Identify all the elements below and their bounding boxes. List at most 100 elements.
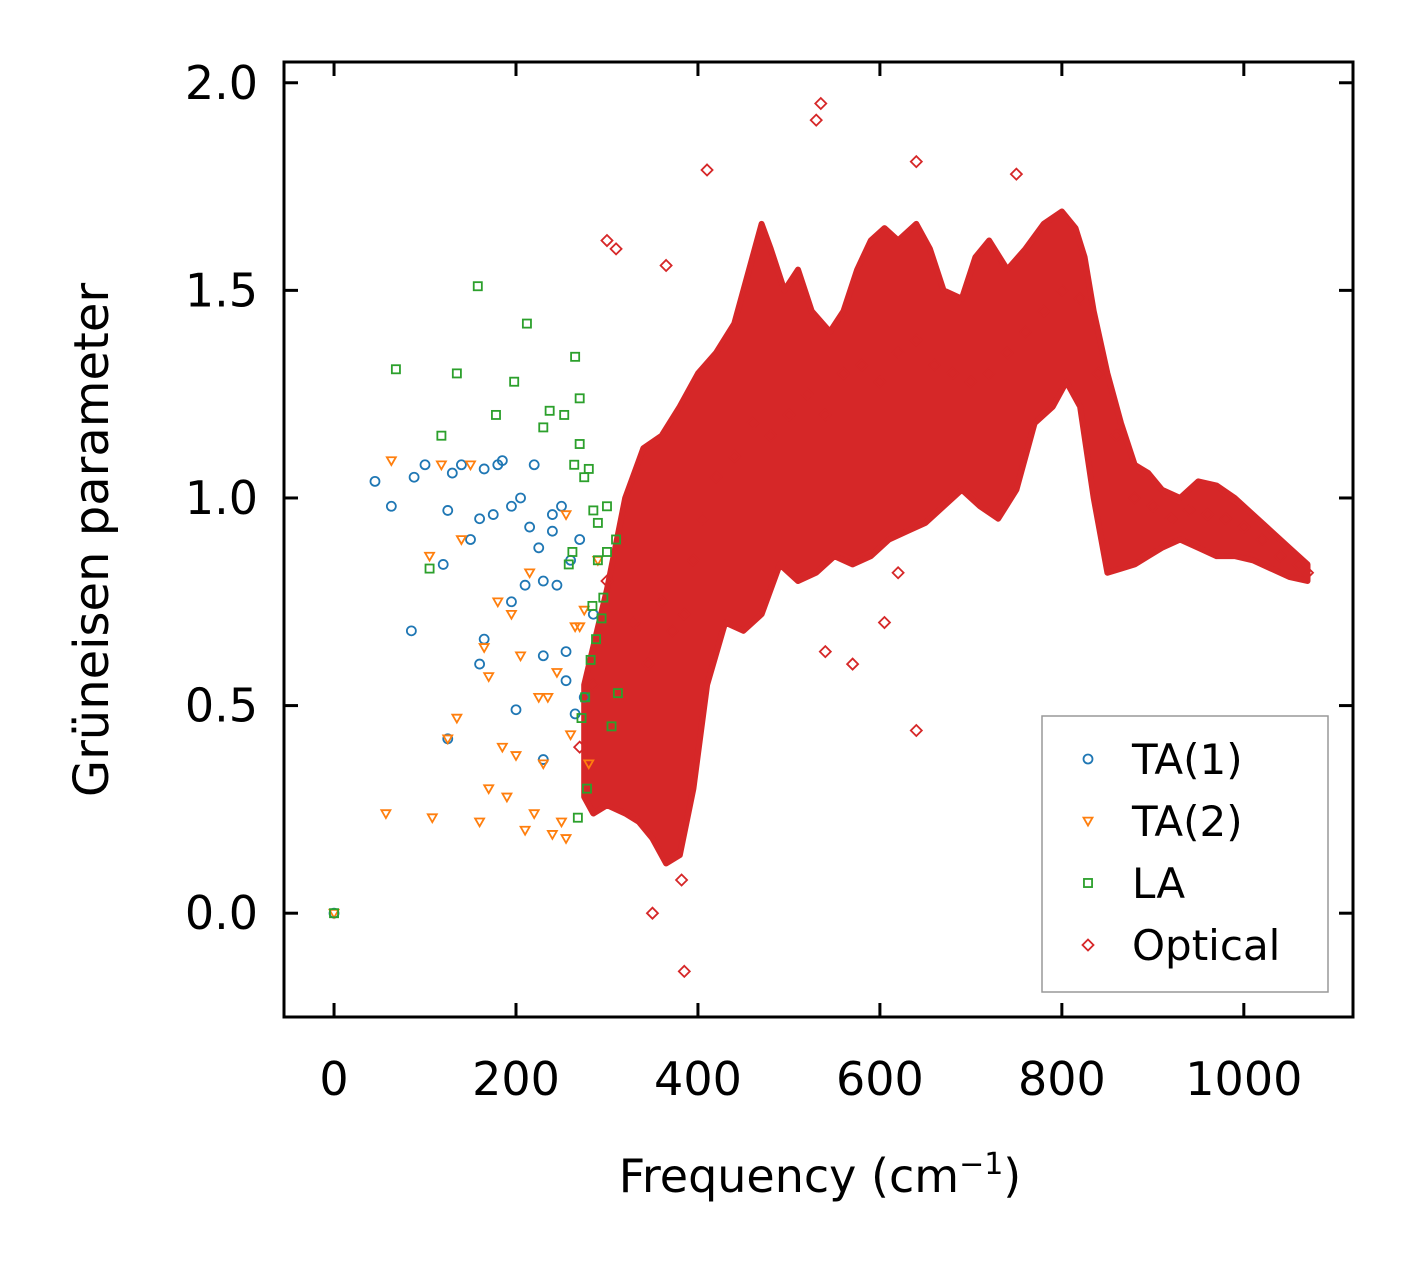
data-point [654,595,669,609]
data-point [645,906,660,920]
data-point [602,547,612,557]
data-point [451,368,462,379]
data-point [1218,511,1233,526]
data-point [574,439,585,449]
series-optical [572,96,1315,979]
data-point [818,644,833,659]
data-point [521,318,532,329]
data-point [586,678,601,692]
data-point [556,500,567,512]
data-point [1009,167,1024,181]
data-point [592,517,603,528]
data-point [1036,304,1051,318]
data-point [546,525,558,537]
data-point [441,734,454,746]
data-point [677,964,692,979]
legend-entry: LA [1083,859,1185,908]
data-point [909,333,924,347]
y-axis-label: Grüneisen parameter [64,283,120,798]
data-point [478,643,491,654]
x-axis-label: Frequency (cm−1) [619,1147,1022,1203]
data-point [478,463,490,475]
data-point [491,409,501,420]
data-point [1200,507,1215,522]
data-point [496,742,509,754]
data-point [845,657,860,671]
data-point [423,551,436,563]
data-point [836,366,851,381]
data-point [585,654,596,665]
data-point [385,456,398,467]
data-point [891,565,905,580]
data-point [465,534,476,545]
data-point [964,374,978,389]
data-point [582,783,592,794]
data-point [818,408,833,422]
data-point [506,596,517,608]
legend-marker [1083,878,1093,888]
data-point [574,393,585,404]
data-point [613,532,628,547]
data-point [580,692,591,703]
data-point [909,154,924,169]
y-tick-label: 0.5 [185,679,258,733]
data-point [579,472,590,483]
data-point [587,600,598,611]
data-point [442,505,454,516]
data-point [426,813,439,825]
x-tick-label: 200 [472,1052,560,1106]
data-point [385,500,397,512]
data-point [709,470,723,484]
legend: TA(1) TA(2) LA Optical [1041,715,1329,993]
data-point [563,559,574,570]
data-point [560,646,572,658]
data-point [538,422,549,433]
data-point [492,459,504,471]
data-point [1055,283,1069,298]
data-point [572,812,583,823]
legend-label: TA(2) [1131,797,1243,846]
data-point [1018,325,1033,339]
data-point [627,615,642,630]
data-point [665,624,680,638]
data-point [1255,532,1269,547]
data-point [519,579,531,591]
data-point [582,759,595,771]
data-point [560,675,572,687]
data-point [379,809,392,820]
data-point [419,459,431,471]
data-point [487,509,499,520]
data-point [1164,511,1178,526]
data-point [1073,291,1087,306]
data-point [537,759,550,771]
data-point [588,505,599,516]
data-point [437,559,449,570]
data-point [1291,557,1306,572]
data-point [551,579,563,591]
data-point [1091,366,1106,381]
data-point [1237,520,1251,534]
data-point [809,113,823,127]
data-point [528,459,540,471]
data-point [519,825,532,837]
data-point [677,607,692,622]
axis-ticks-layer: 0 200 400 600 800 1000 0.0 0.5 1.0 1.5 2.0 [185,56,1353,1106]
data-point [446,467,458,479]
data-point [472,281,483,292]
data-point [491,597,504,609]
data-point [598,592,609,603]
data-point [500,792,513,804]
data-point [405,625,417,637]
data-point [510,704,522,716]
optical-cloud-band [581,208,1311,867]
data-point [592,555,603,566]
legend-marker [1082,753,1094,765]
data-point [596,613,607,624]
data-point [329,908,339,919]
legend-entry: TA(2) [1081,797,1243,846]
data-point [982,366,996,381]
data-point [891,345,905,360]
legend-entry: TA(1) [1082,735,1243,784]
data-point [559,409,570,420]
